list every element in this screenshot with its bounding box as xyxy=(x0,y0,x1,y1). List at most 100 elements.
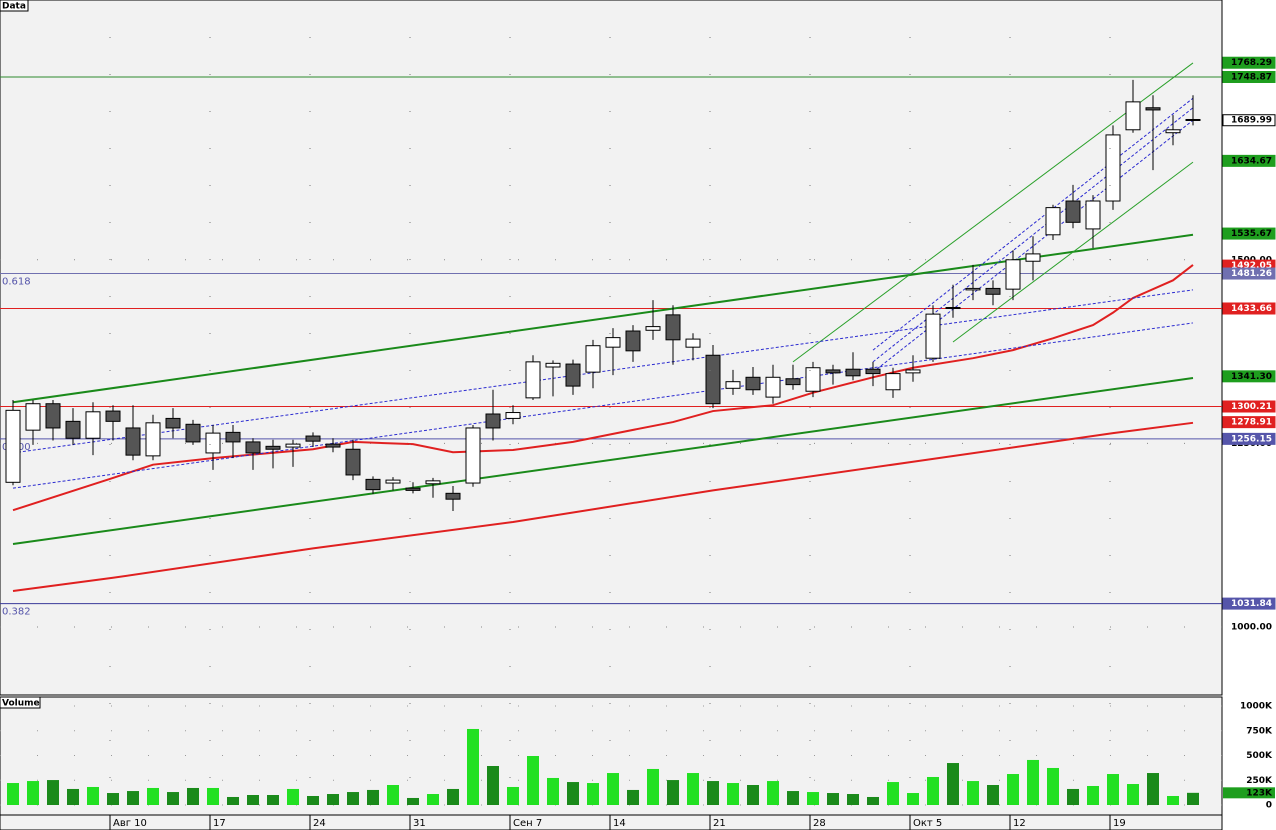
candle-body xyxy=(425,480,441,485)
price-tag xyxy=(1222,370,1276,383)
candle-body xyxy=(505,412,521,419)
candle-body xyxy=(785,378,801,386)
candle-body xyxy=(1145,107,1161,111)
candle-body xyxy=(325,443,341,448)
candle-body xyxy=(905,369,921,374)
x-tick-label: 12 xyxy=(1013,818,1026,829)
volume-bar xyxy=(547,777,559,806)
price-tag-label: 1256.15 xyxy=(1231,434,1272,444)
volume-bar xyxy=(127,791,139,806)
volume-bar xyxy=(587,783,599,806)
volume-bar xyxy=(87,786,99,806)
y-tick-label: 250K xyxy=(1246,776,1273,786)
candle-body xyxy=(1125,101,1141,131)
candle-body xyxy=(885,373,901,391)
volume-bar xyxy=(847,794,859,806)
price-tag xyxy=(1222,302,1276,315)
candle-body xyxy=(825,369,841,374)
volume-bar xyxy=(247,795,259,806)
x-tick-label: 19 xyxy=(1113,818,1126,829)
candle-body xyxy=(525,361,541,399)
volume-bar xyxy=(267,795,279,806)
panel-label-box xyxy=(0,696,41,709)
indicator-line xyxy=(12,264,1194,512)
candle-body xyxy=(105,410,121,422)
volume-bar xyxy=(907,793,919,806)
volume-bar xyxy=(447,788,459,806)
candle-body xyxy=(285,443,301,448)
candle-body xyxy=(805,367,821,392)
price-tag xyxy=(1222,56,1276,69)
volume-bar xyxy=(767,781,779,806)
volume-bar xyxy=(527,756,539,806)
price-tag-label: 1492.05 xyxy=(1231,261,1272,271)
volume-bar xyxy=(1007,774,1019,806)
volume-bar xyxy=(67,788,79,806)
candle-body xyxy=(25,403,41,431)
candle-body xyxy=(345,448,361,476)
volume-bar xyxy=(567,782,579,806)
candle-body xyxy=(1185,118,1201,121)
candle-body xyxy=(605,337,621,348)
candle-body xyxy=(245,441,261,454)
x-tick-label: Окт 5 xyxy=(913,818,942,829)
volume-bar xyxy=(47,780,59,806)
candle-body xyxy=(865,368,881,375)
price-tag xyxy=(1222,432,1276,445)
candle-body xyxy=(585,345,601,373)
candle-body xyxy=(545,362,561,368)
candle-body xyxy=(1065,200,1081,223)
price-tag-label: 1634.67 xyxy=(1231,156,1272,166)
x-tick-label: Авг 10 xyxy=(113,818,147,829)
candle-body xyxy=(225,431,241,443)
volume-bar xyxy=(1127,784,1139,806)
volume-bar xyxy=(7,783,19,806)
price-tag xyxy=(1222,154,1276,167)
volume-bar xyxy=(667,780,679,806)
volume-bar xyxy=(387,785,399,806)
indicator-line xyxy=(12,377,1194,545)
axis-layer: 1000.001250.001500.001768.291748.871689.… xyxy=(1222,56,1276,811)
panel-label: Volume xyxy=(2,699,40,709)
price-tag-label: 1535.67 xyxy=(1231,229,1272,239)
volume-bar xyxy=(887,782,899,806)
volume-bar xyxy=(147,787,159,806)
candle-body xyxy=(925,313,941,359)
price-tag-label: 1481.26 xyxy=(1231,269,1272,279)
candle-body xyxy=(125,427,141,456)
candle-body xyxy=(845,368,861,377)
price-tag xyxy=(1222,416,1276,429)
price-tag-label: 1433.66 xyxy=(1231,304,1272,314)
candle-body xyxy=(1005,259,1021,290)
candle-body xyxy=(685,338,701,348)
candle-body xyxy=(365,478,381,491)
volume-bar xyxy=(807,792,819,806)
candle-body xyxy=(625,330,641,352)
candle-body xyxy=(385,479,401,484)
volume-bar xyxy=(1187,792,1199,806)
volume-bar xyxy=(1107,774,1119,806)
price-tag-label: 1341.30 xyxy=(1231,372,1272,382)
volume-tag xyxy=(1223,787,1275,799)
volume-bar xyxy=(627,789,639,806)
volume-bar xyxy=(727,783,739,806)
price-tag-label: 1768.29 xyxy=(1231,58,1272,68)
indicator-line xyxy=(12,421,1194,592)
volume-bar xyxy=(227,796,239,806)
price-tag xyxy=(1222,114,1276,127)
candle-body xyxy=(1085,200,1101,230)
volume-bar xyxy=(1167,795,1179,806)
volume-bar xyxy=(1067,788,1079,806)
candle-body xyxy=(985,287,1001,295)
candle-body xyxy=(725,381,741,389)
price-tag xyxy=(1222,70,1276,83)
price-tag xyxy=(1222,400,1276,413)
volume-bar xyxy=(187,787,199,806)
indicator-line xyxy=(12,289,1194,454)
candle-body xyxy=(65,420,81,439)
candle-body xyxy=(745,376,761,391)
volume-bar xyxy=(467,728,479,806)
volume-bar xyxy=(1087,785,1099,806)
price-tag-label: 1748.87 xyxy=(1231,72,1272,82)
